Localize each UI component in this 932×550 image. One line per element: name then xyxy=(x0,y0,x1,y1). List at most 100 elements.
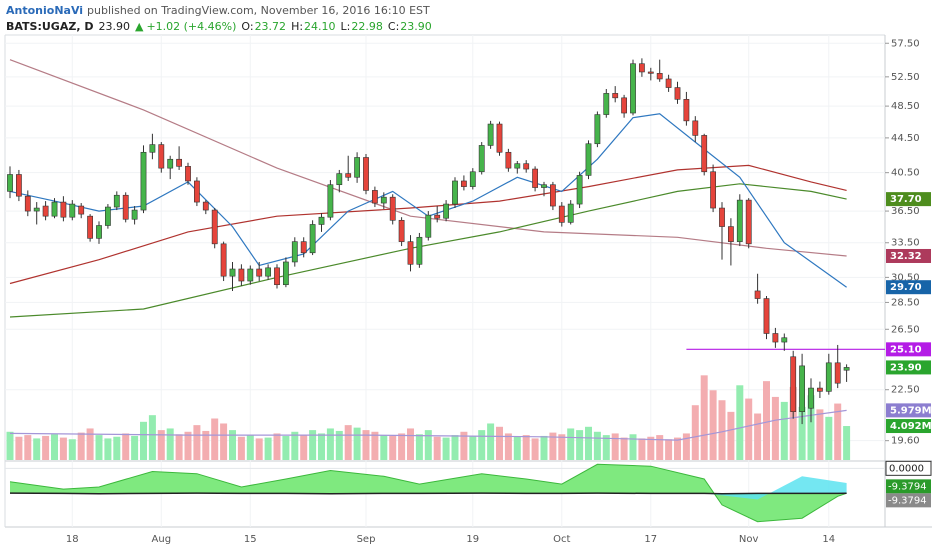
y-tick-label: 48.50 xyxy=(891,101,920,112)
volume-bar xyxy=(362,430,370,460)
last-price-label-box xyxy=(886,360,931,375)
volume-bar xyxy=(415,434,423,460)
candle-body xyxy=(122,194,129,220)
candle-body xyxy=(834,362,841,384)
ohlc-value: 24.10 xyxy=(304,20,336,33)
ohlc-value: 22.98 xyxy=(351,20,383,33)
volume-bar xyxy=(576,430,584,460)
volume-bar xyxy=(344,425,352,460)
candle-body xyxy=(603,93,610,115)
volume-bar xyxy=(754,413,762,460)
candle-body xyxy=(665,78,672,88)
candle-body xyxy=(247,268,254,282)
volume-bar xyxy=(424,430,432,460)
candle-body xyxy=(808,387,814,409)
candle-body xyxy=(96,225,102,239)
candle-body xyxy=(416,236,423,265)
candle-body xyxy=(825,362,832,392)
volume-bar xyxy=(42,435,50,460)
volume-bar xyxy=(638,438,646,460)
volume-bar xyxy=(122,433,130,460)
volume-bar xyxy=(816,409,824,460)
candle-body xyxy=(425,214,432,238)
candle-body xyxy=(238,268,245,282)
volume-bar xyxy=(674,437,681,460)
candle-body xyxy=(282,261,289,286)
volume-bar xyxy=(407,428,414,460)
candle-body xyxy=(60,201,67,218)
candle-body xyxy=(701,135,708,173)
candle-body xyxy=(24,195,31,212)
osc-signal xyxy=(9,492,847,495)
volume-bar xyxy=(220,423,228,460)
last: 23.90 xyxy=(98,20,130,33)
change: +1.02 (+4.46%) xyxy=(146,20,236,33)
candle-body xyxy=(158,144,165,169)
volume-bar xyxy=(202,430,210,460)
x-tick-label: 17 xyxy=(644,534,657,545)
candle-body xyxy=(336,173,343,186)
candle-body xyxy=(523,163,530,170)
candle-body xyxy=(505,151,512,169)
candle-body xyxy=(496,123,503,153)
volume-bar xyxy=(77,432,85,460)
candle-body xyxy=(318,216,325,225)
candle-body xyxy=(7,174,13,192)
candle-body xyxy=(719,207,725,227)
candle-body xyxy=(354,157,360,178)
candle-body xyxy=(371,190,378,204)
candle-body xyxy=(727,226,734,242)
volume-bar xyxy=(558,434,566,460)
volume-bar xyxy=(549,432,557,460)
volume-bar xyxy=(611,433,619,460)
volume-bar xyxy=(51,434,58,460)
candle-body xyxy=(843,367,850,371)
candle-body xyxy=(558,205,565,223)
candle-body xyxy=(799,365,805,412)
candle-body xyxy=(469,171,476,187)
candle-body xyxy=(736,199,743,242)
ma-label: 29.70 xyxy=(890,282,922,293)
ma-label-box xyxy=(886,248,931,263)
candle-body xyxy=(647,71,654,74)
candle-body xyxy=(612,93,619,99)
volume-ma xyxy=(9,409,847,441)
candle-body xyxy=(487,123,494,146)
volume-bar xyxy=(460,431,468,460)
x-tick-label: Oct xyxy=(553,534,570,545)
last-price-label: 23.90 xyxy=(890,362,922,373)
volume-bar xyxy=(585,426,592,460)
y-tick-label: 19.60 xyxy=(891,436,920,447)
volume-bar xyxy=(834,403,842,460)
x-tick-label: 19 xyxy=(466,534,479,545)
candle-body xyxy=(460,180,467,187)
volume-bar xyxy=(371,431,379,460)
candle-body xyxy=(452,180,458,205)
candle-body xyxy=(532,168,538,188)
candle-body xyxy=(763,298,770,334)
x-tick-label: 15 xyxy=(244,534,257,545)
candle-body xyxy=(291,241,298,263)
moving-average xyxy=(9,164,847,285)
volume-bar xyxy=(691,405,699,460)
volume-bar xyxy=(24,435,32,460)
publisher[interactable]: AntonioNaVi xyxy=(6,4,83,17)
ohlc-key: H: xyxy=(291,20,303,33)
osc-line xyxy=(9,463,847,523)
candle-body xyxy=(745,199,752,245)
volume-bar xyxy=(700,375,708,460)
volume-ma-label: 5.979M xyxy=(890,405,932,416)
moving-average xyxy=(9,59,847,257)
level-label: 25.10 xyxy=(890,344,922,355)
osc-signal-label-box xyxy=(886,493,931,508)
volume-bar xyxy=(745,398,753,460)
y-tick-label: 40.50 xyxy=(891,168,920,179)
candle-body xyxy=(567,203,574,223)
y-tick-label: 33.50 xyxy=(891,238,920,249)
level-label-box xyxy=(886,342,931,357)
candle-body xyxy=(167,158,174,169)
candle-body xyxy=(389,196,396,221)
volume-bar xyxy=(780,401,788,460)
